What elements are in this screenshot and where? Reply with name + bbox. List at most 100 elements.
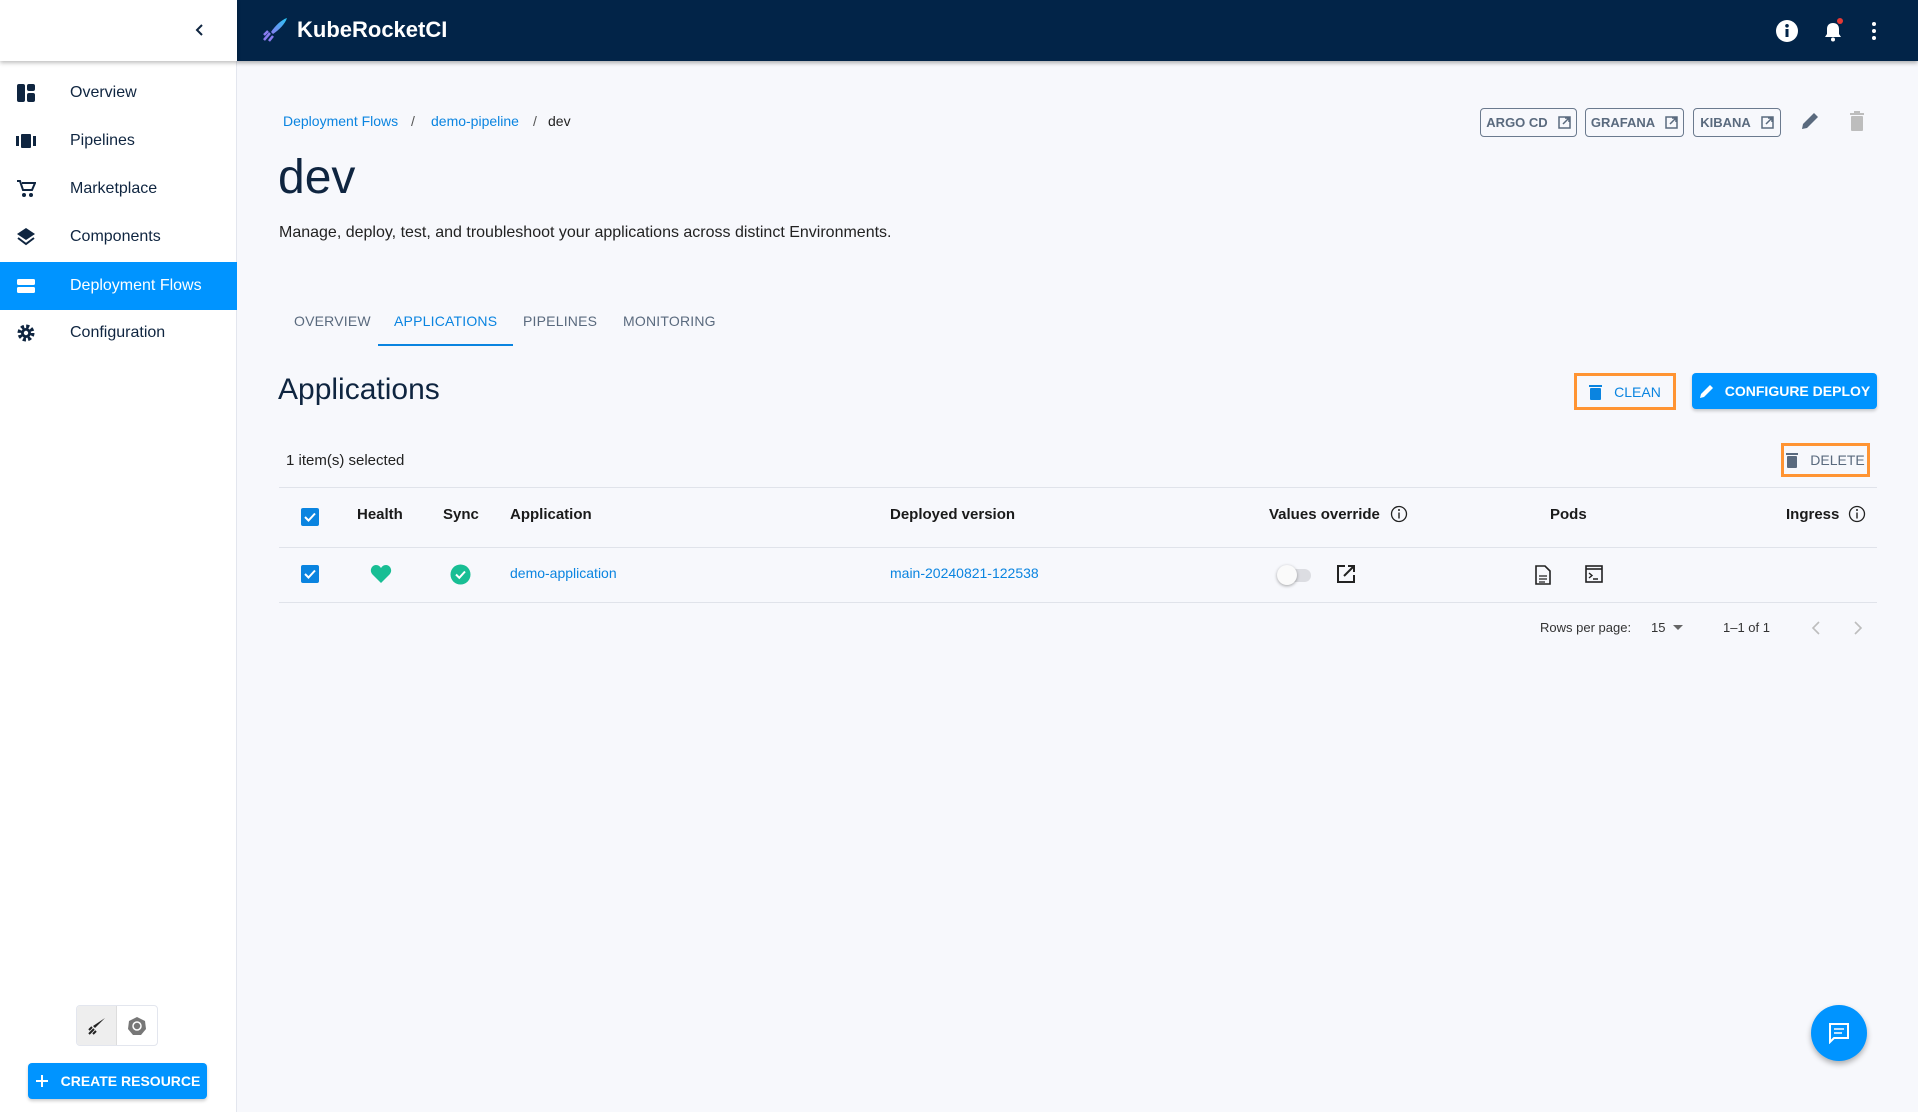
external-link-icon	[1665, 116, 1678, 129]
app-title: KubeRocketCI	[297, 17, 448, 42]
rows-per-page-value: 15	[1651, 620, 1666, 635]
info-outline-icon[interactable]	[1390, 505, 1408, 523]
more-vertical-icon	[1872, 22, 1876, 40]
trash-icon	[1850, 111, 1864, 131]
caret-down-icon	[1673, 624, 1684, 630]
deployed-version-link[interactable]: main-20240821-122538	[890, 565, 1039, 581]
pod-terminal-icon[interactable]	[1585, 565, 1603, 583]
chat-fab-button[interactable]	[1811, 1005, 1867, 1061]
select-all-checkbox[interactable]	[301, 508, 319, 526]
configure-deploy-button[interactable]: CONFIGURE DEPLOY	[1692, 373, 1877, 409]
clean-button[interactable]: CLEAN	[1574, 373, 1676, 410]
heart-health-icon	[370, 565, 392, 583]
breadcrumb-current: dev	[548, 113, 571, 129]
sidebar-item-components[interactable]: Components	[0, 213, 237, 261]
sidebar-item-label: Deployment Flows	[70, 277, 202, 294]
edit-button[interactable]	[1799, 110, 1821, 137]
sidebar-item-label: Configuration	[70, 324, 166, 341]
rocket-icon	[87, 1017, 105, 1035]
divider	[279, 547, 1877, 548]
check-icon	[304, 569, 316, 579]
sidebar	[0, 0, 237, 1112]
page-title: dev	[278, 151, 356, 204]
sidebar-item-marketplace[interactable]: Marketplace	[0, 165, 237, 213]
trash-icon	[1589, 384, 1603, 400]
kubernetes-icon	[128, 1016, 146, 1035]
collapse-sidebar-button[interactable]	[188, 18, 212, 42]
external-link-icon	[1557, 116, 1571, 129]
deployment-flows-icon	[15, 275, 37, 297]
values-override-toggle[interactable]	[1277, 565, 1315, 585]
grafana-link-button[interactable]: GRAFANA	[1585, 108, 1684, 137]
gear-icon	[15, 322, 37, 344]
pipelines-icon	[15, 130, 37, 152]
sidebar-item-label: Pipelines	[70, 132, 135, 149]
breadcrumb-deployment-flows[interactable]: Deployment Flows	[283, 113, 399, 129]
sidebar-item-pipelines[interactable]: Pipelines	[0, 117, 237, 165]
divider	[279, 602, 1877, 603]
more-menu-button[interactable]	[1861, 18, 1887, 44]
column-pods: Pods	[1550, 506, 1587, 523]
tab-applications[interactable]: Applications	[378, 310, 514, 346]
sync-check-icon	[450, 564, 471, 585]
breadcrumb-demo-pipeline[interactable]: demo-pipeline	[431, 113, 519, 129]
rows-per-page-label: Rows per page:	[1540, 620, 1632, 635]
grafana-label: GRAFANA	[1590, 115, 1656, 130]
column-sync[interactable]: Sync	[443, 506, 479, 523]
tab-overview[interactable]: Overview	[294, 313, 371, 329]
column-deployed-version[interactable]: Deployed version	[890, 506, 1016, 523]
column-health[interactable]: Health	[357, 506, 403, 523]
sidebar-item-configuration[interactable]: Configuration	[0, 309, 237, 357]
delete-selected-button[interactable]: DELETE	[1781, 443, 1870, 477]
open-external-icon[interactable]	[1336, 564, 1356, 584]
check-icon	[304, 512, 316, 522]
column-application[interactable]: Application	[510, 506, 592, 523]
next-page-icon[interactable]	[1850, 620, 1864, 636]
plus-icon	[35, 1075, 48, 1087]
sidebar-item-overview[interactable]: Overview	[0, 69, 237, 117]
page-description: Manage, deploy, test, and troubleshoot y…	[279, 224, 892, 241]
argocd-link-button[interactable]: ARGO CD	[1480, 108, 1577, 137]
divider	[279, 487, 1877, 488]
tab-monitoring[interactable]: Monitoring	[623, 313, 716, 329]
kibana-label: KIBANA	[1700, 115, 1751, 130]
bell-icon	[1825, 18, 1843, 42]
cart-icon	[15, 178, 37, 200]
pod-logs-icon[interactable]	[1535, 565, 1551, 585]
selection-count: 1 item(s) selected	[286, 452, 405, 469]
pagination-range: 1–1 of 1	[1723, 620, 1770, 635]
application-link[interactable]: demo-application	[510, 565, 617, 581]
sidebar-item-deployment-flows[interactable]: Deployment Flows	[0, 262, 237, 310]
info-outline-icon[interactable]	[1848, 505, 1866, 523]
create-resource-label: CREATE RESOURCE	[60, 1073, 201, 1089]
kubernetes-mode-button[interactable]	[117, 1006, 157, 1045]
rows-per-page-select[interactable]: 15	[1651, 620, 1684, 635]
pencil-icon	[1802, 113, 1818, 129]
sidebar-top	[0, 0, 237, 61]
row-checkbox[interactable]	[301, 565, 319, 583]
previous-page-icon[interactable]	[1810, 620, 1824, 636]
column-values-override[interactable]: Values override	[1269, 506, 1380, 523]
section-title: Applications	[278, 373, 440, 406]
top-bar: KubeRocketCI	[237, 0, 1918, 61]
notifications-button[interactable]	[1820, 18, 1846, 44]
delete-stage-button[interactable]	[1848, 111, 1866, 136]
argocd-label: ARGO CD	[1486, 115, 1548, 130]
sidebar-item-label: Overview	[70, 84, 137, 101]
info-icon	[1776, 20, 1798, 42]
column-ingress: Ingress	[1786, 506, 1840, 523]
clean-label: CLEAN	[1614, 383, 1661, 400]
layers-icon	[15, 226, 37, 248]
breadcrumb-separator: /	[411, 113, 415, 129]
tab-pipelines[interactable]: Pipelines	[523, 313, 598, 329]
kibana-link-button[interactable]: KIBANA	[1693, 108, 1781, 137]
configure-deploy-label: CONFIGURE DEPLOY	[1724, 383, 1871, 399]
info-button[interactable]	[1774, 18, 1800, 44]
breadcrumb-separator: /	[533, 113, 537, 129]
chat-icon	[1829, 1023, 1849, 1044]
create-resource-button[interactable]: CREATE RESOURCE	[28, 1063, 207, 1099]
krci-logo-icon	[263, 18, 287, 42]
krci-mode-button[interactable]	[77, 1006, 118, 1045]
trash-icon	[1786, 453, 1799, 468]
dashboard-icon	[15, 82, 37, 104]
